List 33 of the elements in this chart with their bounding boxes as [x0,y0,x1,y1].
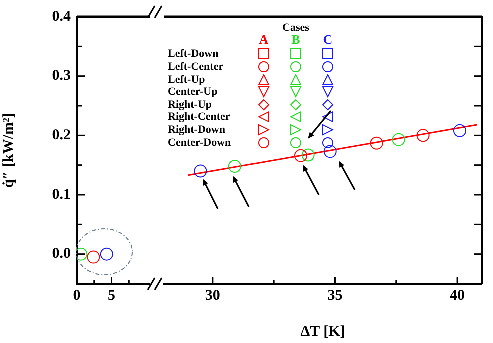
annotation: Center-Up [168,86,219,98]
point [416,129,430,142]
annotation: Center-Down [168,136,232,149]
annotation: Left-Up [168,74,206,86]
annotation: Left-Center [168,61,225,74]
y-tick-label: 0.4 [52,8,72,25]
x-tick-label: 40 [450,288,466,304]
point [194,164,208,178]
point [324,145,337,158]
y-tick-label: 0.3 [52,68,71,84]
y-tick-label: 0.2 [52,128,71,144]
x-tick-label: 0 [73,288,81,304]
point [453,124,466,138]
point [392,133,406,146]
y-tick-label: 0.0 [52,246,71,262]
legend-title: Cases [282,22,310,34]
point [228,160,242,174]
annotation: Right-Up [168,98,214,111]
annotation: Left-Down [168,48,220,60]
y-axis-title: q̇″ [kW/m²] [0,113,17,188]
x-tick-label: 5 [108,288,116,304]
point [370,136,384,150]
point [294,149,308,162]
x-tick-label: 30 [205,288,220,304]
y-tick-label: 0.1 [52,186,71,203]
text: B [290,32,302,49]
x-tick-label: 35 [328,288,343,304]
point [302,148,315,162]
x-axis-title: ΔT [K] [300,324,346,340]
annotation: Right-Down [168,124,226,136]
annotation: Right-Center [168,111,232,124]
text: A [258,32,270,49]
text: C [322,32,334,49]
